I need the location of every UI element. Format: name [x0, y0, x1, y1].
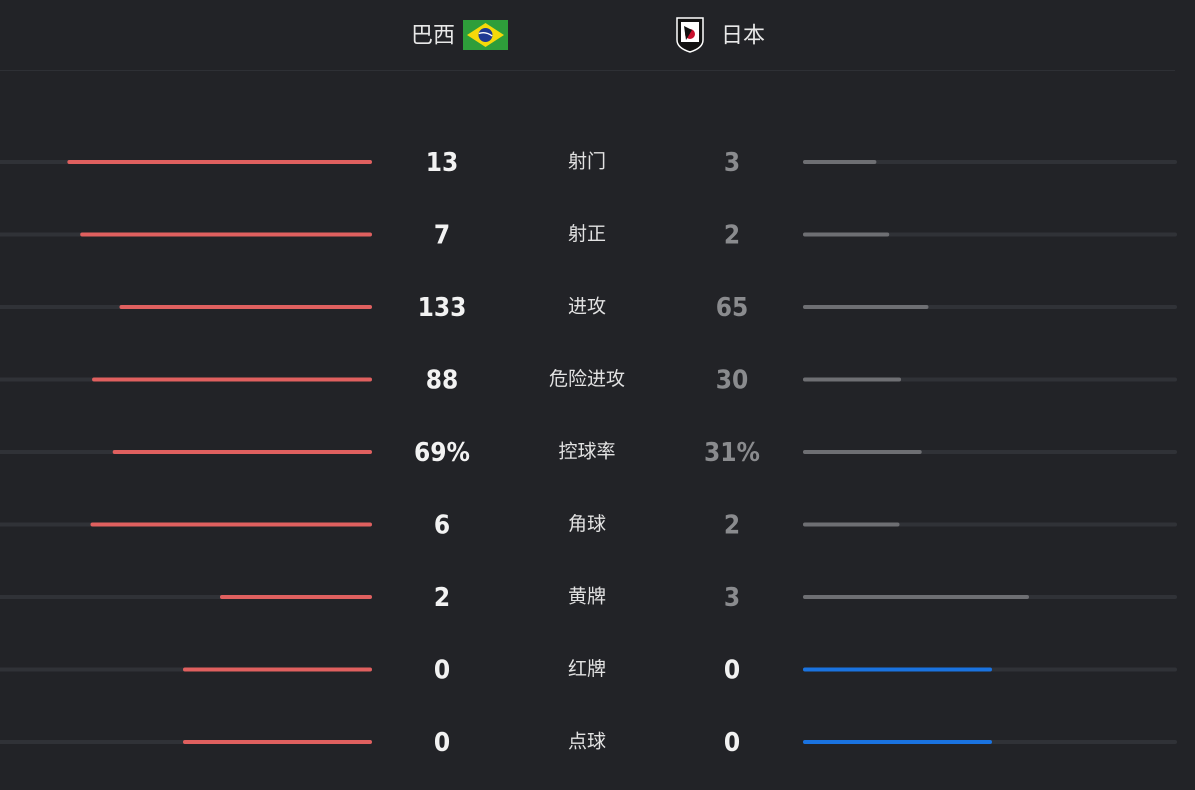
away-value: 65: [716, 293, 749, 323]
away-value: 3: [724, 583, 740, 613]
home-value: 2: [434, 583, 450, 613]
home-team: 巴西: [411, 23, 455, 48]
home-value: 0: [434, 656, 450, 686]
home-value: 0: [434, 728, 450, 758]
away-value: 30: [716, 366, 749, 396]
stat-name: 危险进攻: [549, 368, 625, 390]
home-value: 6: [434, 511, 450, 541]
away-value: 2: [724, 221, 740, 251]
home-value: 13: [426, 148, 459, 178]
home-value: 88: [426, 366, 459, 396]
stat-name: 射门: [568, 151, 606, 173]
home-value: 133: [418, 293, 467, 323]
stat-name: 点球: [568, 731, 606, 753]
away-value: 3: [724, 148, 740, 178]
brazil-flag: [463, 20, 508, 50]
away-value: 0: [724, 728, 740, 758]
stat-name: 控球率: [558, 441, 615, 463]
away-value: 0: [724, 656, 740, 686]
stat-name: 角球: [568, 513, 606, 535]
stat-name: 射正: [568, 223, 606, 245]
stat-name: 进攻: [568, 296, 606, 318]
away-team: 日本: [721, 23, 765, 48]
away-value: 31%: [704, 438, 760, 468]
home-value: 7: [434, 221, 450, 251]
home-value: 69%: [414, 438, 470, 468]
japan-badge: [676, 17, 704, 53]
away-value: 2: [724, 511, 740, 541]
stat-name: 黄牌: [568, 586, 606, 608]
stat-name: 红牌: [568, 658, 606, 680]
